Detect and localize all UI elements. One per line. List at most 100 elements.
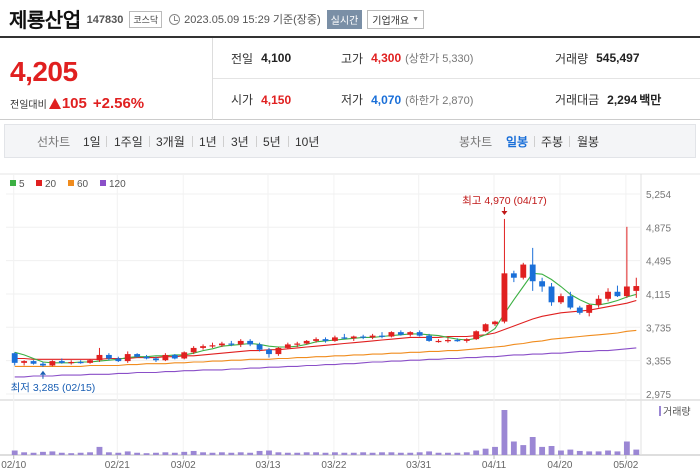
tab-daily[interactable]: 일봉 [506,134,529,149]
volume-bar [284,452,291,455]
volume-bar [228,452,235,455]
volume-bar [134,452,141,455]
tab-5y[interactable]: 5년 [263,134,281,149]
candle-body [124,354,131,362]
tab-3y[interactable]: 3년 [231,134,249,149]
amount-unit: 백만 [639,93,662,107]
x-tick-label: 04/20 [547,460,572,471]
volume-bar [294,452,301,455]
candle-body [529,264,536,282]
tab-1d[interactable]: 1일 [83,134,101,149]
open-label: 시가 [231,93,254,107]
candle-body [350,336,357,339]
volume-bar [21,452,28,455]
legend-label: 60 [77,179,89,190]
candle-body [426,335,433,341]
candle-body [313,339,320,341]
y-tick-label: 4,495 [646,257,671,268]
min-price-annotation: 최저 3,285 (02/15) [11,382,96,394]
volume-bar [105,452,112,455]
candle-body [77,361,84,364]
candle-body [11,353,18,363]
volume-bar [605,450,611,455]
volume-bar [539,446,546,455]
quote-row-2: 시가 4,150 저가 4,070 (하한가 2,870) 거래대금 2,294… [213,79,700,120]
candle-body [171,354,178,359]
x-tick-label: 03/22 [321,460,346,471]
volume-bar [558,450,564,455]
volume-bar [143,453,150,455]
tab-weekly[interactable]: 주봉 [541,134,564,149]
tab-divider [106,135,107,147]
ma60-line [14,329,637,367]
x-tick-label: 03/13 [255,460,280,471]
tab-divider [192,135,193,147]
x-tick-label: 02/10 [1,460,26,471]
volume-bar [58,452,65,455]
volume-bar [595,451,602,455]
upper-limit: (상한가 5,330) [405,53,474,65]
candle-body [605,291,611,299]
stock-name: 제룡산업 [9,9,81,32]
quote-panel: 4,205 전일대비 105 +2.56% 전일 4,100 고가 4,300 … [0,36,700,120]
volume-bar [322,452,329,455]
tab-10y[interactable]: 10년 [295,134,320,149]
volume-bar [171,452,178,455]
candle-body [388,332,395,337]
candle-body [558,296,564,303]
open-cell: 시가 4,150 [231,91,291,108]
candlestick-chart-svg[interactable]: 5,254 4,875 4,495 4,115 3,735 3,355 2,975 02/10… [0,170,700,472]
stock-code: 147830 [86,14,124,26]
legend-swatch [68,180,74,186]
volume-bar [256,450,263,455]
volume-bar [77,452,84,455]
y-tick-label: 5,254 [646,190,671,201]
y-tick-label: 3,355 [646,357,671,368]
candle-body [492,321,498,325]
candle-body [360,336,367,338]
legend-label: 5 [19,179,25,190]
candle-body [510,273,517,278]
candle-body [397,332,404,335]
volume-bar [96,446,103,455]
volume-bar [11,450,18,455]
change-row: 전일대비 105 +2.56% [10,95,144,112]
candle-body [576,307,583,313]
volume-bar [115,452,122,455]
candle-body [218,343,225,346]
low-label: 저가 [341,93,364,107]
stock-chart[interactable]: 5,254 4,875 4,495 4,115 3,735 3,355 2,975 02/10… [0,170,700,472]
realtime-button[interactable]: 실시간 [326,9,363,29]
volume-bar [40,451,46,455]
tab-1w[interactable]: 1주일 [114,134,143,149]
volume-bar [492,446,498,455]
company-info-label: 기업개요 [372,15,410,27]
candle-body [473,331,480,340]
candle-body [162,354,169,361]
open-value: 4,150 [261,92,292,107]
low-cell: 저가 4,070 (하한가 2,870) [341,91,473,108]
legend-swatch [100,180,106,186]
volume-bar [49,451,56,455]
tab-1y[interactable]: 1년 [199,134,217,149]
candle-body [68,361,75,364]
company-info-dropdown[interactable]: 기업개요 ▼ [367,9,425,29]
legend-label: 20 [45,179,57,190]
tab-divider [288,135,289,147]
change-label: 전일대비 [10,100,47,111]
candle-body [586,304,593,313]
candle-body [105,354,112,359]
candle-body [454,340,461,342]
volume-bar [68,453,75,455]
tab-3m[interactable]: 3개월 [156,134,185,149]
candle-body [143,356,150,359]
volume-bar [407,452,414,455]
volume-bar [510,441,517,455]
tab-divider [256,135,257,147]
market-badge: 코스닥 [129,10,163,28]
tab-monthly[interactable]: 월봉 [577,134,600,149]
candle-body [30,361,37,364]
volume-bar [360,452,367,455]
ma120-line [14,347,637,378]
candle-body [539,281,546,287]
